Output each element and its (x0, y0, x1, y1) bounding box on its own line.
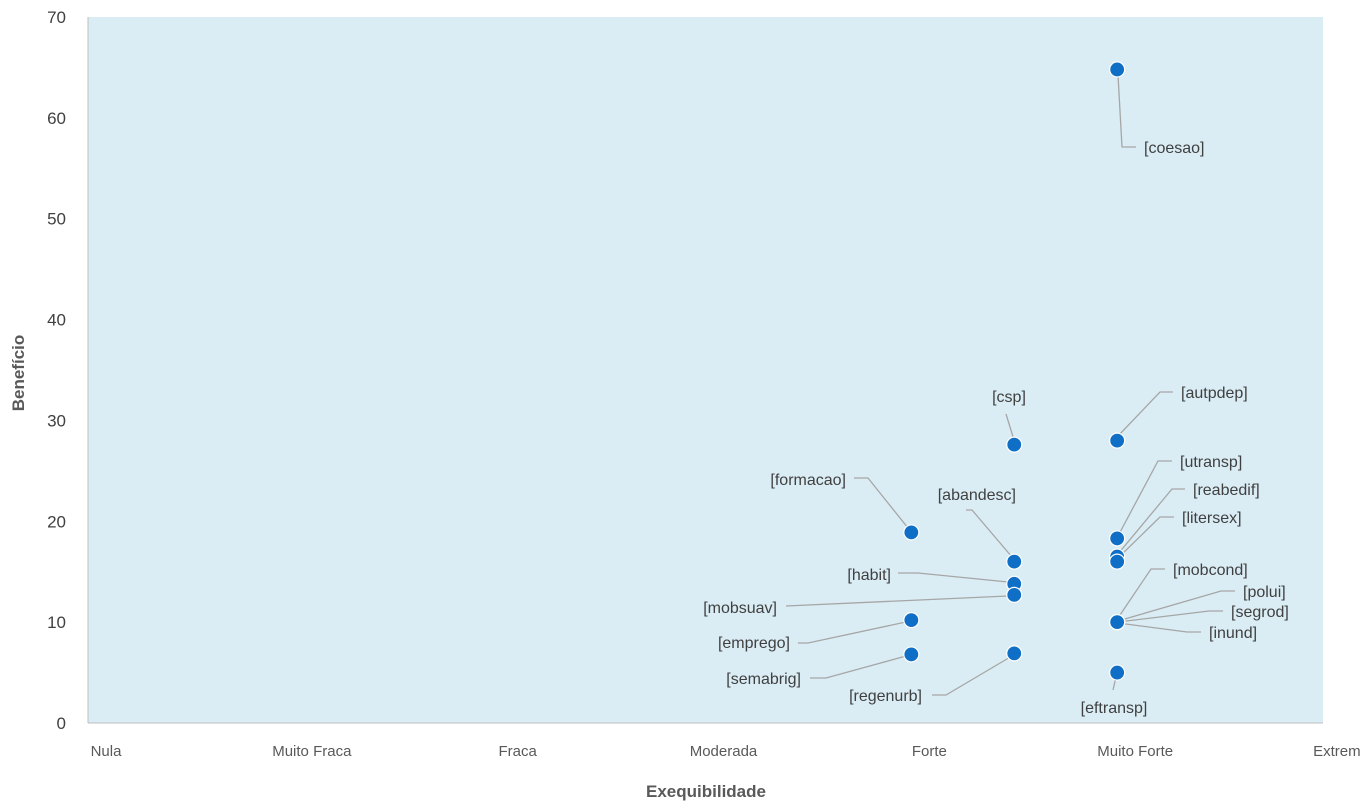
x-tick-label: Muito Forte (1097, 743, 1173, 760)
data-point (1109, 61, 1126, 78)
data-point (1109, 614, 1126, 631)
leader-line (1117, 622, 1201, 633)
y-tick-label: 20 (47, 512, 66, 531)
leader-line (1117, 516, 1174, 559)
point-label: [csp] (992, 389, 1026, 406)
y-axis-title: Benefício (9, 335, 28, 412)
y-tick-label: 0 (57, 714, 66, 733)
y-tick-label: 40 (47, 311, 66, 330)
leader-line (798, 621, 907, 644)
point-label: [semabrig] (726, 671, 801, 688)
leader-line (898, 572, 1009, 583)
data-point (903, 524, 920, 541)
data-point (903, 646, 920, 663)
data-point (1109, 664, 1126, 681)
leader-line (1117, 488, 1185, 555)
x-tick-label: Moderada (690, 743, 758, 760)
leader-line (1117, 590, 1235, 622)
leader-line (810, 655, 907, 679)
y-tick-label: 30 (47, 411, 66, 430)
plot-area (88, 17, 1323, 723)
data-point (1006, 553, 1023, 570)
leader-line (1117, 391, 1173, 437)
point-label: [reabedif] (1193, 482, 1260, 499)
point-label: [litersex] (1182, 510, 1242, 527)
x-tick-label: Forte (912, 743, 947, 760)
data-point (1109, 530, 1126, 547)
data-point (1109, 432, 1126, 449)
point-label: [abandesc] (938, 487, 1016, 504)
x-axis-title: Exequibilidade (646, 782, 766, 801)
point-label: [mobsuav] (703, 600, 777, 617)
point-label: [emprego] (718, 635, 790, 652)
x-tick-label: Nula (91, 743, 123, 760)
y-tick-label: 70 (47, 8, 66, 27)
data-point (1006, 436, 1023, 453)
point-label: [mobcond] (1173, 562, 1248, 579)
y-tick-label: 60 (47, 109, 66, 128)
leader-line (785, 595, 1009, 607)
y-tick-label: 10 (47, 613, 66, 632)
leader-line (1117, 568, 1165, 619)
point-label: [utransp] (1180, 454, 1242, 471)
point-label: [autpdep] (1181, 385, 1248, 402)
y-tick-label: 50 (47, 210, 66, 229)
data-point (1006, 645, 1023, 662)
data-point (1006, 586, 1023, 604)
point-label: [eftransp] (1081, 700, 1148, 717)
leader-line (1117, 460, 1172, 537)
data-points (903, 61, 1126, 681)
point-label: [formacao] (770, 472, 846, 489)
point-label: [inund] (1209, 625, 1257, 642)
leader-line (854, 477, 909, 529)
point-label: [habit] (847, 567, 891, 584)
point-label: [regenurb] (849, 688, 922, 705)
data-labels: [coesao] [autpdep] [csp] [formacao] [utransp… (703, 140, 1289, 717)
data-point (1109, 553, 1126, 570)
leader-line (1117, 610, 1223, 623)
leader-line (932, 655, 1013, 696)
data-point (903, 612, 920, 629)
point-label: [coesao] (1144, 140, 1204, 157)
point-label: [segrod] (1231, 604, 1289, 621)
point-label: [polui] (1243, 584, 1286, 601)
leader-line (1005, 413, 1015, 441)
x-tick-label: Fraca (498, 743, 537, 760)
x-tick-labels: Nula Muito Fraca Fraca Moderada Forte Muito F… (91, 743, 1361, 760)
y-tick-labels: 0 10 20 30 40 50 60 70 (47, 8, 66, 733)
leader-line (1117, 74, 1136, 148)
x-tick-label: Muito Fraca (272, 743, 352, 760)
x-tick-label: Extrema (1313, 743, 1361, 760)
label-leader-lines (785, 74, 1235, 696)
leader-line (966, 509, 1013, 558)
